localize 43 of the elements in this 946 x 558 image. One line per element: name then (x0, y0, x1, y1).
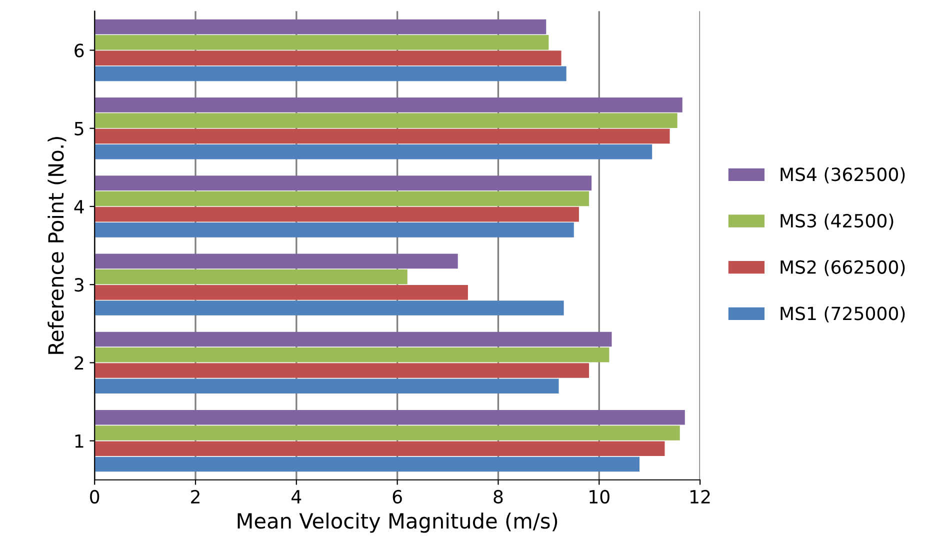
bar (94, 378, 559, 394)
bar (94, 34, 549, 50)
x-tick-label: 2 (191, 490, 200, 504)
y-tick-label: 3 (74, 278, 84, 292)
x-axis-title: Mean Velocity Magnitude (m/s) (238, 512, 558, 533)
x-tick-label: 10 (590, 490, 610, 504)
x-tick-label: 12 (690, 490, 710, 504)
y-tick-label: 5 (74, 122, 84, 136)
legend-label: MS1 (725000) (780, 306, 905, 322)
y-tick-label: 4 (74, 200, 84, 214)
bar (94, 66, 566, 82)
legend-label: MS2 (662500) (780, 260, 905, 276)
bar (94, 363, 590, 378)
bar (94, 144, 652, 160)
x-tick-label: 6 (392, 490, 402, 504)
legend-label: MS4 (362500) (780, 167, 905, 184)
y-tick-label: 2 (74, 356, 84, 370)
bar (94, 410, 685, 425)
bar (94, 206, 579, 222)
bar (94, 300, 564, 316)
bar (94, 456, 640, 472)
x-tick-label: 4 (292, 490, 302, 504)
bar (94, 269, 408, 284)
bar (94, 113, 678, 128)
bar (94, 347, 610, 362)
x-tick-label: 0 (90, 490, 100, 504)
bar (94, 97, 682, 112)
bar (94, 254, 458, 269)
bar (94, 441, 665, 456)
y-axis-title: Reference Point (No.) (48, 136, 66, 354)
bar (94, 128, 670, 144)
bar (94, 176, 592, 190)
bar (94, 222, 574, 238)
y-tick-label: 1 (75, 434, 84, 448)
bar (94, 332, 612, 347)
bar (94, 19, 546, 34)
bar (94, 191, 590, 206)
legend-label: MS3 (42500) (780, 214, 894, 230)
x-tick-label: 8 (494, 490, 503, 504)
y-tick-label: 6 (74, 44, 84, 58)
bar (94, 426, 680, 440)
bar (94, 50, 562, 66)
bar (94, 284, 468, 300)
